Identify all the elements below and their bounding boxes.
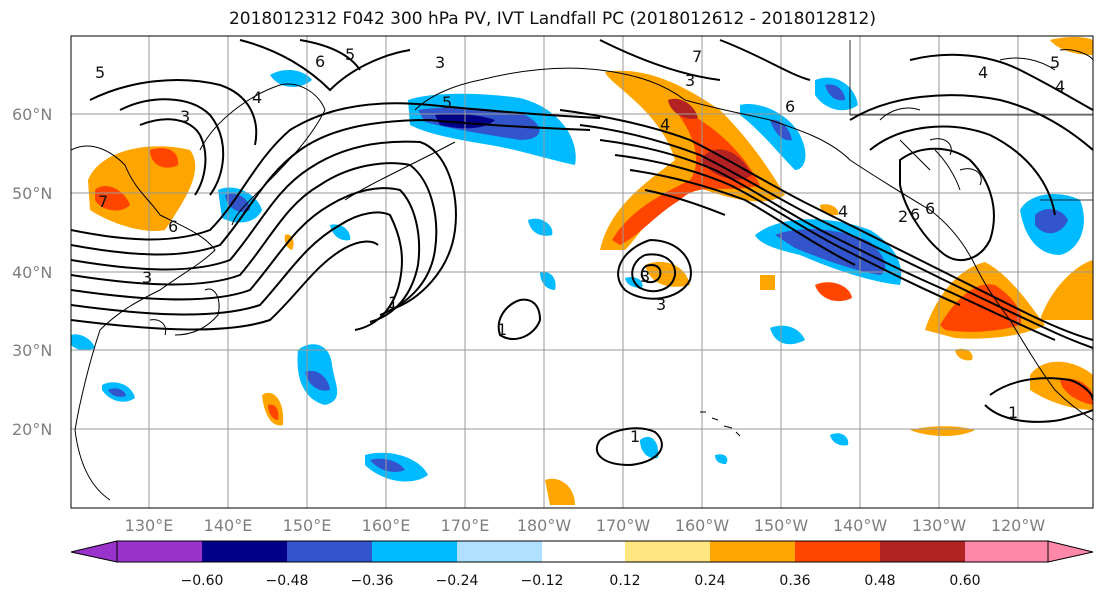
colorbar-bin	[457, 541, 542, 562]
negative-anomaly-alaska	[740, 77, 858, 170]
contour-label: 3	[640, 267, 650, 286]
contour-label: 5	[1050, 53, 1060, 72]
colorbar-tick-label: −0.12	[521, 573, 564, 589]
north-america-coast	[849, 159, 1093, 421]
contour-label: 3	[435, 53, 445, 72]
lon-label: 130°E	[125, 516, 174, 535]
asia-coast	[71, 145, 216, 501]
contour-labels: 5 6 5 3 4 3 5 7 4 6 4 3 6 4 2 5 6 4 7 6 …	[95, 45, 1065, 446]
colorbar-bin	[880, 541, 965, 562]
coastlines	[71, 40, 1093, 501]
positive-anomaly-ne	[1040, 37, 1093, 320]
colorbar-tick-label: −0.48	[266, 573, 309, 589]
colorbar-tick-label: 0.12	[609, 573, 640, 589]
borders	[849, 40, 1093, 201]
bc-coast	[899, 139, 961, 191]
colorbar-bin	[542, 541, 625, 562]
lat-label: 60°N	[12, 105, 52, 124]
contour-label: 3	[180, 107, 190, 126]
colorbar-tick-label: 0.60	[949, 573, 980, 589]
lat-label: 20°N	[12, 420, 52, 439]
contour-label: 5	[95, 63, 105, 82]
lat-label: 30°N	[12, 341, 52, 360]
lat-label: 40°N	[12, 263, 52, 282]
lon-label: 120°W	[991, 516, 1046, 535]
contour-label: 4	[838, 202, 848, 221]
colorbar-bin	[965, 541, 1048, 562]
contour-label: 7	[692, 47, 702, 66]
lon-label: 160°W	[675, 516, 730, 535]
positive-anomaly-west-coast-core	[940, 284, 1022, 332]
alaska-coast	[414, 67, 851, 161]
colorbar-tick-label: −0.60	[181, 573, 224, 589]
colorbar-bin	[625, 541, 710, 562]
colorbar-bin	[117, 541, 202, 562]
map-frame	[70, 35, 1094, 509]
contour-label: 4	[252, 88, 262, 107]
contour-label: 3	[685, 71, 695, 90]
contour-label: 6	[168, 217, 178, 236]
kamchatka-coast	[199, 83, 326, 226]
lon-label: 150°W	[754, 516, 809, 535]
lon-label: 150°E	[283, 516, 332, 535]
lon-label: 160°E	[362, 516, 411, 535]
colorbar-bin	[287, 541, 372, 562]
contour-label: 3	[142, 268, 152, 287]
contour-label: 1	[1008, 403, 1018, 422]
canada-islands	[879, 49, 1093, 186]
colorbar-tick-label: −0.36	[351, 573, 394, 589]
latitude-labels: 60°N 50°N 40°N 30°N 20°N	[12, 105, 52, 439]
hawaii-islands	[700, 411, 741, 437]
contour-label: 2	[898, 207, 908, 226]
pv-shading	[71, 37, 1093, 505]
lon-label: 170°E	[441, 516, 490, 535]
contour-label: 1	[630, 427, 640, 446]
colorbar-bin	[202, 541, 287, 562]
lon-label: 140°E	[204, 516, 253, 535]
colorbar-bin	[795, 541, 880, 562]
contour-label: 1	[497, 320, 507, 339]
positive-anomaly-mexico-core	[1060, 378, 1093, 405]
colorbar-bin	[710, 541, 795, 562]
contour-label: 7	[98, 192, 108, 211]
lon-label: 180°W	[517, 516, 572, 535]
colorbar-low-extension	[70, 540, 118, 563]
figure-title: 2018012312 F042 300 hPa PV, IVT Landfall…	[228, 9, 876, 29]
colorbar-tick-label: 0.48	[864, 573, 895, 589]
contour-label: 4	[978, 63, 988, 82]
map-panel: 5 6 5 3 4 3 5 7 4 6 4 3 6 4 2 5 6 4 7 6 …	[71, 36, 1093, 508]
ivt-contours	[71, 39, 1093, 467]
lat-label: 50°N	[12, 184, 52, 203]
positive-anomaly-gulf-core	[612, 105, 760, 245]
colorbar-high-extension	[1047, 540, 1094, 563]
colorbar-tick-label: 0.36	[779, 573, 810, 589]
lon-label: 130°W	[912, 516, 967, 535]
contour-label: 4	[1055, 77, 1065, 96]
contour-label: 3	[656, 295, 666, 314]
lon-label: 170°W	[596, 516, 651, 535]
longitude-labels: 130°E 140°E 150°E 160°E 170°E 180°W 170°…	[125, 516, 1046, 535]
contour-label: 6	[785, 97, 795, 116]
contour-label: 1	[388, 293, 398, 312]
contour-label: 5	[442, 93, 452, 112]
contour-label: 6	[925, 199, 935, 218]
colorbar: −0.60 −0.48 −0.36 −0.24 −0.12 0.12 0.24 …	[70, 540, 1094, 589]
positive-anomaly-gulf-peak	[668, 98, 752, 180]
colorbar-tick-label: −0.24	[436, 573, 479, 589]
contour-label: 5	[345, 45, 355, 64]
positive-anomaly-nw-core	[95, 148, 179, 211]
contour-label: 6	[910, 205, 920, 224]
colorbar-bin	[372, 541, 457, 562]
contour-label: 6	[315, 52, 325, 71]
colorbar-tick-label: 0.24	[694, 573, 725, 589]
japan-islands	[149, 288, 220, 336]
contour-label: 4	[660, 115, 670, 134]
lon-label: 140°W	[833, 516, 888, 535]
